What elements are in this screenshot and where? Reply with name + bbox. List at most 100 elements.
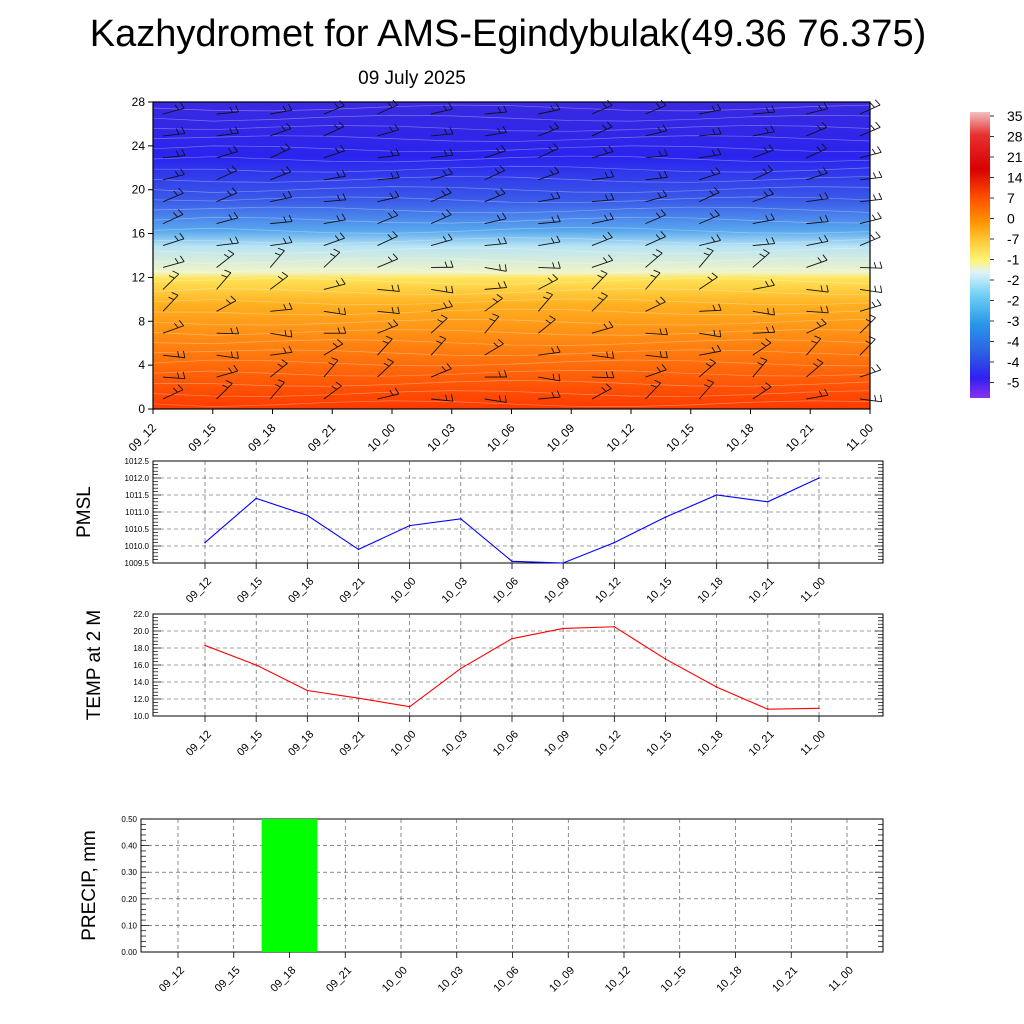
wind-barb [377,177,400,181]
wind-barb-flag [338,121,345,127]
xtick-label: 10_21 [747,728,777,758]
wind-barb-flag [665,327,668,335]
wind-barb-flag [277,247,285,252]
xtick-label: 10_12 [593,728,623,758]
wind-barb-flag [553,143,559,149]
wind-barb [645,195,667,203]
wind-barb [377,258,398,268]
wind-barb [430,305,453,312]
wind-barb [270,221,293,225]
wind-barb-flag [441,190,447,196]
wind-barb-flag [874,395,877,402]
wind-barb-flag [657,192,662,198]
colorbar-label: 28 [1007,129,1023,145]
wind-barb-flag [173,322,179,329]
wind-barb-flag [763,147,769,153]
ytick-label: 1010.0 [125,542,150,551]
xtick-label: 09_15 [235,575,265,605]
wind-barb-flag [714,187,720,193]
wind-barb [591,199,614,203]
wind-barb-flag [659,328,662,335]
wind-barb-flag [288,345,293,353]
wind-barb-flag [389,126,394,132]
wind-barb [806,338,822,356]
wind-barb [270,332,292,338]
xtick-label: 10_09 [542,575,572,605]
wind-barb-flag [182,371,186,379]
wind-barb-flag [608,254,614,261]
wind-barb [216,217,238,225]
wind-barb-flag [503,370,508,378]
wind-barb [323,175,346,181]
wind-barb-flag [497,338,504,345]
wind-barb [323,359,339,378]
wind-barb [859,217,882,225]
wind-barb-flag [816,146,822,152]
wind-barb-flag [653,269,661,274]
wind-barb [538,267,561,269]
wind-barb [591,151,614,159]
wind-barb-flag [336,171,341,178]
wind-barb-flag [880,285,883,293]
wind-barb-flag [341,213,346,221]
wind-barb-flag [761,386,767,391]
colorbar-label: -2 [1007,272,1020,288]
wind-barb-flag [556,345,561,353]
wind-barb-flag [547,277,553,283]
wind-barb-flag [179,232,185,240]
wind-barb [752,243,775,246]
wind-barb [162,132,185,137]
wind-barb-flag [709,190,715,196]
wind-barb-flag [660,231,666,237]
wind-barb-flag [609,212,614,220]
xtick-label: 10_21 [747,575,777,605]
xtick-label: 09_18 [286,728,316,758]
xtick-label: 10_03 [440,728,470,758]
wind-barb-flag [226,190,232,196]
wind-barb-flag [235,236,239,244]
ytick-label: 1011.5 [125,491,149,500]
wind-barb-flag [495,190,500,197]
ytick-label: 18.0 [133,644,149,653]
wind-barb-flag [387,234,393,240]
data-point [460,518,462,520]
wind-barb-flag [601,387,607,392]
wind-barb-flag [388,212,393,218]
data-point [818,707,820,710]
xtick-label: 10_06 [491,575,521,605]
xtick-label: 09_15 [235,728,265,758]
wind-barb-flag [449,127,454,134]
wind-barb-flag [228,148,233,154]
wind-barb-flag [819,193,823,200]
wind-barb-flag [763,249,770,254]
xtick-label: 09_21 [337,728,367,758]
wind-barb [323,385,342,400]
contour-line [152,380,871,387]
wind-barb [323,343,344,356]
wind-barb [216,132,239,137]
wind-barb-flag [711,149,716,156]
wind-barb [859,398,882,403]
contour-line [152,278,871,285]
wind-barb [377,196,400,203]
wind-barb-flag [392,209,399,216]
wind-barb [806,221,829,225]
wind-barb [538,376,561,382]
wind-barb [162,294,179,312]
colorbar-ramp [970,112,990,398]
wind-barb-flag [605,371,609,378]
wind-barb-flag [447,167,453,175]
wind-barb-flag [500,187,506,194]
xtick-label: 10_00 [388,575,418,605]
wind-barb-flag [283,216,287,223]
wind-barb-flag [771,325,776,333]
wind-barb-flag [713,329,716,336]
wind-barb-flag [281,359,288,364]
xtick-label: 10_21 [770,964,800,994]
pmsl-panel: 1009.5 1010.0 1010.5 1011.0 1011.5 1012.0 1012… [74,457,884,606]
wind-barb-flag [168,296,175,301]
wind-barb-flag [871,214,876,220]
wind-barb-flag [652,253,658,258]
wind-barb-flag [604,194,609,201]
wind-barb-flag [224,269,232,274]
